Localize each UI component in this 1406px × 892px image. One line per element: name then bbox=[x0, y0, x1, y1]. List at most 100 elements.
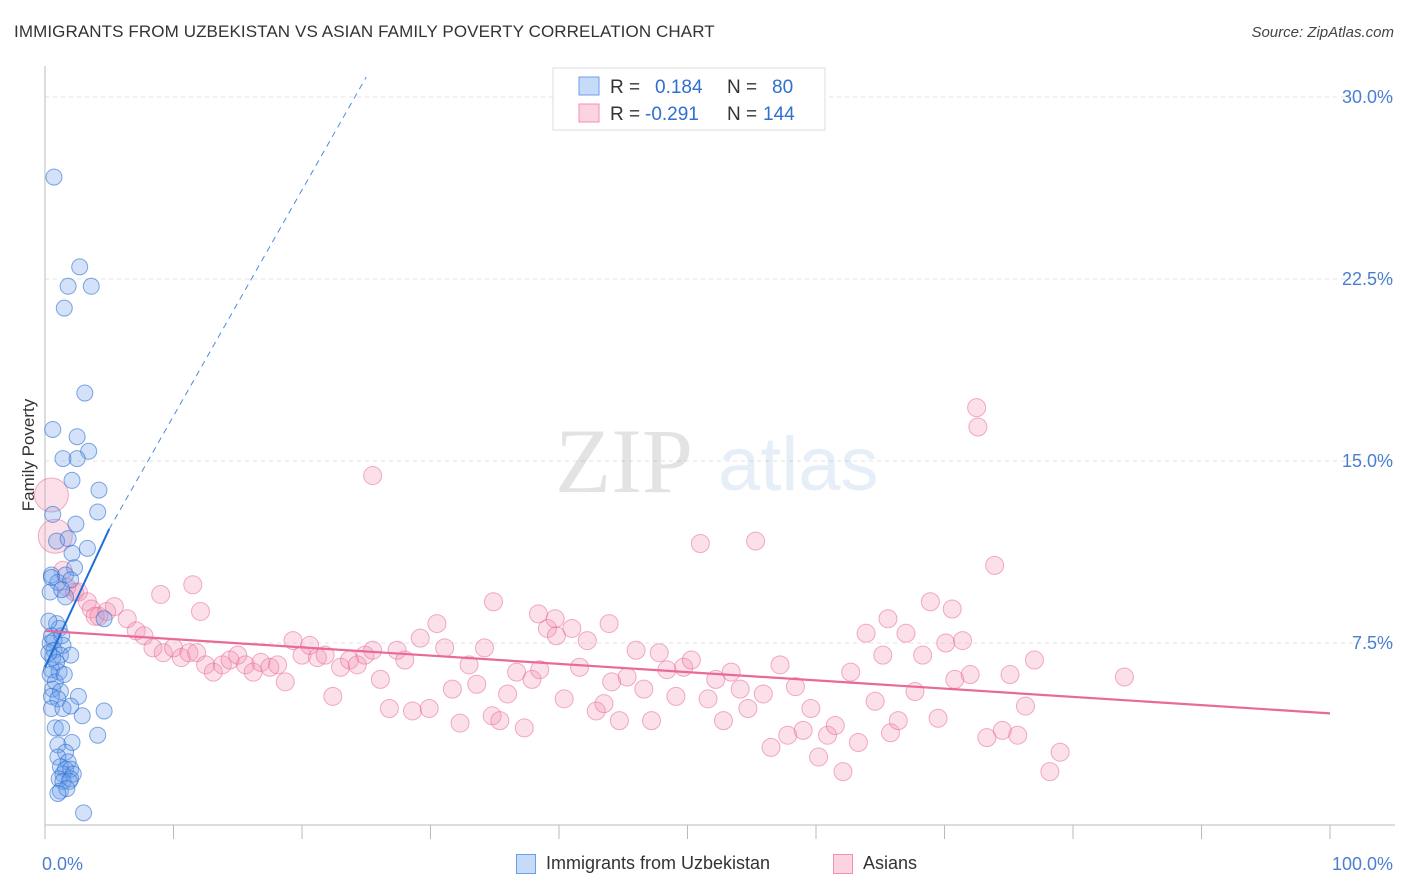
asians-point bbox=[442, 679, 462, 699]
asians-point bbox=[1008, 725, 1028, 745]
uzbekistan-point bbox=[49, 748, 67, 766]
asians-point bbox=[1040, 762, 1060, 782]
asians-point bbox=[450, 713, 470, 733]
uzbekistan-point bbox=[40, 612, 58, 630]
asians-point bbox=[977, 728, 997, 748]
legend-swatch-asians bbox=[833, 853, 853, 874]
asians-point bbox=[183, 575, 203, 595]
asians-points bbox=[33, 398, 1134, 782]
uzbekistan-point bbox=[62, 697, 80, 715]
asians-point bbox=[179, 643, 199, 663]
legend-r-label-2: R = bbox=[610, 104, 640, 125]
asians-point bbox=[498, 684, 518, 704]
asians-point bbox=[514, 718, 534, 738]
asians-point bbox=[300, 635, 320, 655]
asians-point bbox=[507, 662, 527, 682]
watermark-atlas: atlas bbox=[718, 422, 879, 507]
asians-point bbox=[260, 657, 280, 677]
legend-item-asians[interactable]: Asians bbox=[833, 853, 917, 874]
uzbekistan-point bbox=[89, 726, 107, 744]
legend-label-asians: Asians bbox=[863, 853, 918, 873]
asians-point bbox=[33, 477, 69, 513]
legend-item-uzbekistan[interactable]: Immigrants from Uzbekistan bbox=[516, 853, 770, 874]
x-tick-label-1: 100.0% bbox=[1332, 854, 1393, 874]
asians-point bbox=[490, 711, 510, 731]
uzbekistan-point bbox=[63, 471, 81, 489]
asians-point bbox=[770, 655, 790, 675]
asians-point bbox=[985, 555, 1005, 575]
asians-point bbox=[395, 650, 415, 670]
asians-point bbox=[1024, 650, 1044, 670]
uzbekistan-point bbox=[89, 503, 107, 521]
asians-point bbox=[292, 645, 312, 665]
uzbekistan-point bbox=[42, 687, 60, 705]
asians-point bbox=[347, 655, 367, 675]
asians-point bbox=[967, 398, 987, 418]
asians-point bbox=[522, 669, 542, 689]
uzbekistan-point bbox=[49, 690, 67, 708]
uzbekistan-point bbox=[44, 420, 62, 438]
asians-point bbox=[818, 725, 838, 745]
y-tick-label-3: 30.0% bbox=[1342, 87, 1393, 107]
asians-point bbox=[649, 643, 669, 663]
asians-trend-line bbox=[44, 629, 1331, 715]
asians-point bbox=[730, 679, 750, 699]
uzbekistan-point bbox=[42, 568, 60, 586]
uzbekistan-point bbox=[71, 258, 89, 276]
asians-point bbox=[617, 667, 637, 687]
uzbekistan-point bbox=[78, 539, 96, 557]
uzbekistan-point bbox=[67, 515, 85, 533]
asians-point bbox=[196, 655, 216, 675]
uzbekistan-point bbox=[76, 384, 94, 402]
asians-point bbox=[936, 633, 956, 653]
uzbekistan-point bbox=[75, 804, 93, 822]
uzbekistan-trend-line bbox=[44, 528, 111, 668]
chart-title: IMMIGRANTS FROM UZBEKISTAN VS ASIAN FAMI… bbox=[14, 22, 715, 41]
asians-point bbox=[809, 747, 829, 767]
uzbekistan-point bbox=[63, 544, 81, 562]
asians-point bbox=[275, 672, 295, 692]
asians-point bbox=[626, 640, 646, 660]
legend-n-label-1: N = bbox=[727, 77, 757, 98]
asians-point bbox=[833, 762, 853, 782]
asians-point bbox=[530, 660, 550, 680]
asians-point bbox=[528, 604, 548, 624]
asians-point bbox=[577, 631, 597, 651]
asians-point bbox=[913, 645, 933, 665]
asians-point bbox=[634, 679, 654, 699]
asians-point bbox=[554, 689, 574, 709]
asians-point bbox=[251, 652, 271, 672]
asians-point bbox=[960, 665, 980, 685]
axes bbox=[44, 66, 1395, 839]
asians-point bbox=[856, 623, 876, 643]
asians-point bbox=[153, 643, 173, 663]
asians-point bbox=[228, 645, 248, 665]
uzbekistan-point bbox=[44, 505, 62, 523]
asians-point bbox=[878, 609, 898, 629]
asians-point bbox=[841, 662, 861, 682]
asians-point bbox=[594, 694, 614, 714]
asians-point bbox=[104, 597, 124, 617]
asians-point bbox=[873, 645, 893, 665]
asians-point bbox=[151, 584, 171, 604]
asians-point bbox=[785, 677, 805, 697]
asians-point bbox=[268, 655, 288, 675]
series-legend: Immigrants from Uzbekistan Asians bbox=[0, 850, 1406, 880]
uzbekistan-point bbox=[51, 782, 69, 800]
legend-r-value-1: 0.184 bbox=[655, 77, 703, 98]
asians-point bbox=[642, 711, 662, 731]
asians-point bbox=[1015, 696, 1035, 716]
asians-point bbox=[928, 708, 948, 728]
x-tick-label-0: 0.0% bbox=[42, 854, 83, 874]
uzbekistan-point bbox=[95, 702, 113, 720]
asians-point bbox=[546, 626, 566, 646]
uzbekistan-point bbox=[54, 450, 72, 468]
asians-point bbox=[793, 720, 813, 740]
asians-point bbox=[865, 691, 885, 711]
asians-point bbox=[599, 614, 619, 634]
asians-point bbox=[825, 716, 845, 736]
asians-point bbox=[467, 674, 487, 694]
uzbekistan-point bbox=[90, 481, 108, 499]
legend-swatch-pink bbox=[578, 103, 600, 123]
